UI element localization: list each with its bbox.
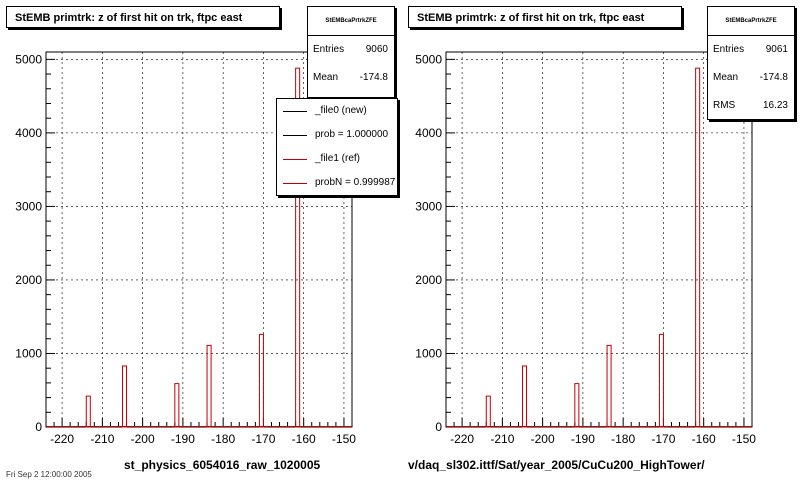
y-tick-label: 3000 xyxy=(415,199,442,213)
right-histogram-panel: -220 -210 -200 -190 -180 -170 -160 -150 0 1000 200… xyxy=(400,0,800,480)
y-tick-label: 5000 xyxy=(415,52,442,66)
histogram-bar xyxy=(606,344,612,428)
y-tick-label: 1000 xyxy=(15,346,42,360)
x-tick-label: -210 xyxy=(90,432,114,446)
y-tick-label: 2000 xyxy=(415,273,442,287)
x-axis-title: st_physics_6054016_raw_1020005 xyxy=(124,458,321,472)
y-tick-label: 3000 xyxy=(15,199,42,213)
stats-label: Entries xyxy=(313,44,345,55)
x-tick-label: -200 xyxy=(531,432,555,446)
x-tick-label: -170 xyxy=(651,432,675,446)
x-tick-label: -160 xyxy=(692,432,716,446)
legend-entry-prob: prob = 1.000000 xyxy=(277,123,397,147)
histogram-bar xyxy=(206,344,212,428)
legend-swatch xyxy=(283,135,307,136)
stats-label: RMS xyxy=(713,100,736,111)
stats-name: StEMBcaPrtrkZFE xyxy=(708,7,794,36)
chart-title: StEMB primtrk: z of first hit on trk, ft… xyxy=(6,6,280,28)
legend-label: prob = 1.000000 xyxy=(315,129,389,140)
legend-swatch xyxy=(283,111,307,112)
x-tick-label: -150 xyxy=(332,432,356,446)
x-tick-label: -150 xyxy=(732,432,756,446)
histogram-bar xyxy=(658,333,664,428)
stats-label: Mean xyxy=(313,72,339,83)
histogram-bar xyxy=(85,395,91,428)
stats-row-mean: Mean -174.8 xyxy=(308,64,394,92)
legend-entry-probn: probN = 0.999987 xyxy=(277,171,397,195)
y-tick-label: 0 xyxy=(35,420,42,434)
stats-name: StEMBcaPrtrkZFE xyxy=(308,7,394,36)
left-histogram-panel: -220 -210 -200 -190 -180 -170 -160 -150 0 1000 200… xyxy=(6,6,398,479)
histogram-bar xyxy=(695,67,701,428)
x-tick-label: -180 xyxy=(611,432,635,446)
x-tick-label: -220 xyxy=(450,432,474,446)
stats-row-mean: Mean -174.8 xyxy=(708,64,794,92)
x-tick-label: -200 xyxy=(131,432,155,446)
x-tick-label: -190 xyxy=(571,432,595,446)
stats-value: 9061 xyxy=(765,44,788,55)
x-tick-label: -210 xyxy=(490,432,514,446)
legend-swatch xyxy=(283,159,307,160)
legend: _file0 (new) prob = 1.000000 _file1 (ref… xyxy=(276,98,398,196)
right-histogram-chart: -220 -210 -200 -190 -180 -170 -160 -150 0 1000 200… xyxy=(415,51,756,446)
x-axis-title: v/daq_sl302.ittf/Sat/year_2005/CuCu200_H… xyxy=(408,458,705,472)
chart-title: StEMB primtrk: z of first hit on trk, ft… xyxy=(408,6,682,28)
y-tick-label: 0 xyxy=(435,420,442,434)
stats-value: 16.23 xyxy=(762,100,788,111)
legend-entry-ref: _file1 (ref) xyxy=(277,147,397,171)
legend-label: _file1 (ref) xyxy=(315,153,361,164)
histogram-bar xyxy=(258,333,264,428)
histogram-bar xyxy=(485,395,491,428)
y-tick-label: 2000 xyxy=(15,273,42,287)
histogram-bar xyxy=(122,365,128,428)
y-tick-label: 4000 xyxy=(15,126,42,140)
stats-value: -174.8 xyxy=(359,72,388,83)
legend-label: probN = 0.999987 xyxy=(315,177,396,188)
stats-value: -174.8 xyxy=(759,72,788,83)
stats-label: Entries xyxy=(713,44,745,55)
stats-row-rms: RMS 16.23 xyxy=(708,92,794,119)
x-tick-label: -170 xyxy=(251,432,275,446)
stats-row-entries: Entries 9061 xyxy=(708,36,794,64)
stats-box: StEMBcaPrtrkZFE Entries 9060 Mean -174.8 xyxy=(307,6,395,98)
left-histogram-chart: -220 -210 -200 -190 -180 -170 -160 -150 0 1000 200… xyxy=(15,51,356,446)
stats-label: Mean xyxy=(713,72,739,83)
legend-entry-new: _file0 (new) xyxy=(277,99,397,123)
histogram-bar xyxy=(574,383,580,428)
footer-timestamp: Fri Sep 2 12:00:00 2005 xyxy=(6,470,92,479)
y-tick-label: 5000 xyxy=(15,52,42,66)
legend-swatch xyxy=(283,183,307,184)
y-tick-label: 4000 xyxy=(415,126,442,140)
y-tick-label: 1000 xyxy=(415,346,442,360)
stats-value: 9060 xyxy=(365,44,388,55)
x-tick-label: -190 xyxy=(171,432,195,446)
legend-label: _file0 (new) xyxy=(315,105,367,116)
stats-row-entries: Entries 9060 xyxy=(308,36,394,64)
x-tick-label: -160 xyxy=(292,432,316,446)
histogram-bar xyxy=(522,365,528,428)
stats-box: StEMBcaPrtrkZFE Entries 9061 Mean -174.8… xyxy=(707,6,795,120)
histogram-bar xyxy=(174,383,180,428)
x-tick-label: -180 xyxy=(211,432,235,446)
x-tick-label: -220 xyxy=(50,432,74,446)
